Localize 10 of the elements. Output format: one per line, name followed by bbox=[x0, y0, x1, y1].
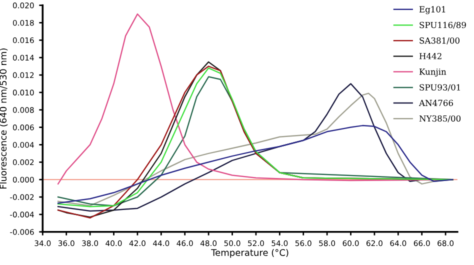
legend-label: H442 bbox=[419, 52, 442, 60]
legend-label: SA381/00 bbox=[420, 37, 460, 44]
y-axis-title: Fluorescence (640 nm/530 nm) bbox=[0, 48, 8, 189]
legend-label: NY385/00 bbox=[419, 115, 461, 122]
legend-label: AN4766 bbox=[418, 100, 453, 106]
legend-label: SPU93/01 bbox=[420, 84, 460, 92]
x-axis-title: Temperature (°C) bbox=[211, 249, 288, 258]
legend-label: SPU116/89 bbox=[420, 22, 466, 29]
legend-label: Eg101 bbox=[419, 6, 446, 14]
legend-label: Kunjin bbox=[419, 68, 446, 77]
